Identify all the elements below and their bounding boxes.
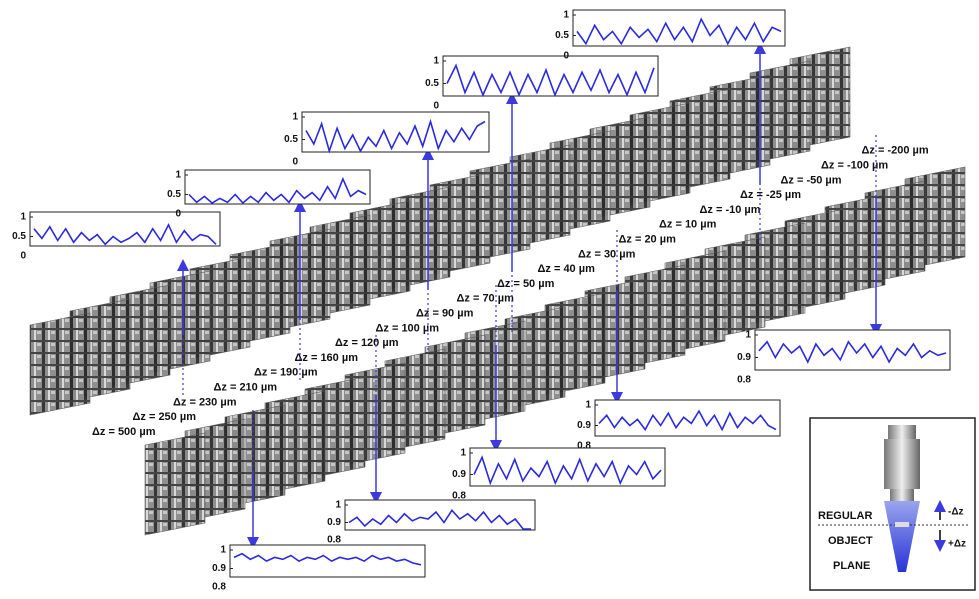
y-tick-label: 0.9 <box>212 563 226 574</box>
dz-label: Δz = -25 µm <box>740 189 801 201</box>
dz-label: Δz = 210 µm <box>214 382 278 394</box>
y-tick-label: 0 <box>433 101 439 112</box>
y-tick-label: 1 <box>745 330 751 341</box>
y-tick-label: 1 <box>563 10 569 21</box>
plot-frame <box>302 112 489 152</box>
y-tick-label: 0.5 <box>555 30 569 41</box>
y-tick-label: 0.9 <box>452 469 466 480</box>
objective <box>888 425 916 439</box>
objective <box>884 439 920 489</box>
dz-label: Δz = 10 µm <box>659 219 717 231</box>
dz-label: Δz = 50 µm <box>497 278 555 290</box>
inset-label: -Δz <box>948 507 964 518</box>
dz-label: Δz = 100 µm <box>376 322 440 334</box>
figure: Δz = 500 µm Δz = 250 µm Δz = 230 µm Δz = 21… <box>0 0 979 594</box>
y-tick-label: 0.5 <box>284 134 298 145</box>
plot-frame <box>185 170 370 204</box>
dz-label: Δz = 90 µm <box>416 308 474 320</box>
y-tick-label: 0.9 <box>577 420 591 431</box>
dz-label: Δz = 500 µm <box>92 426 156 438</box>
y-tick-label: 0 <box>292 157 298 168</box>
image-tile <box>145 433 205 535</box>
plot-frame <box>345 500 535 530</box>
inset-diagram: REGULAR OBJECT PLANE -Δz +Δz <box>810 418 975 590</box>
dz-label: Δz = 30 µm <box>578 248 636 260</box>
dz-label: Δz = -100 µm <box>821 160 888 172</box>
inset-label: +Δz <box>948 539 966 550</box>
y-tick-label: 0.5 <box>425 78 439 89</box>
dz-label: Δz = 20 µm <box>619 234 677 246</box>
y-tick-label: 0.9 <box>737 352 751 363</box>
y-tick-label: 0.5 <box>167 189 181 200</box>
dz-label: Δz = 70 µm <box>457 293 515 305</box>
y-tick-label: 1 <box>460 448 466 459</box>
dz-label: Δz = 40 µm <box>538 263 596 275</box>
y-tick-label: 0.5 <box>12 231 26 242</box>
y-tick-label: 1 <box>175 170 181 181</box>
inset-label: OBJECT <box>828 535 873 547</box>
image-tile <box>30 313 90 415</box>
y-tick-label: 1 <box>433 56 439 67</box>
y-tick-label: 1 <box>220 545 226 556</box>
dz-label: Δz = -200 µm <box>862 145 929 157</box>
dz-label: Δz = 120 µm <box>335 337 399 349</box>
y-tick-label: 0.8 <box>212 582 226 593</box>
y-tick-label: 1 <box>20 212 26 223</box>
y-tick-label: 0.8 <box>327 535 341 546</box>
y-tick-label: 1 <box>335 500 341 511</box>
plot-frame <box>755 330 950 370</box>
y-tick-label: 0 <box>20 251 26 262</box>
dz-label: Δz = 160 µm <box>295 352 359 364</box>
inset-label: REGULAR <box>818 510 872 522</box>
dz-label: Δz = 190 µm <box>254 367 318 379</box>
dz-label: Δz = 230 µm <box>173 396 237 408</box>
y-tick-label: 0.8 <box>737 375 751 386</box>
y-tick-label: 1 <box>585 400 591 411</box>
inset-label: PLANE <box>833 560 870 572</box>
objective <box>890 489 914 501</box>
object <box>895 522 909 527</box>
dz-label: Δz = 250 µm <box>133 411 197 423</box>
dz-label: Δz = -10 µm <box>700 204 761 216</box>
plot-frame <box>573 10 785 46</box>
y-tick-label: 0 <box>175 209 181 220</box>
y-tick-label: 1 <box>292 112 298 123</box>
y-tick-label: 0 <box>563 51 569 62</box>
y-tick-label: 0.9 <box>327 517 341 528</box>
dz-label: Δz = -50 µm <box>781 174 842 186</box>
